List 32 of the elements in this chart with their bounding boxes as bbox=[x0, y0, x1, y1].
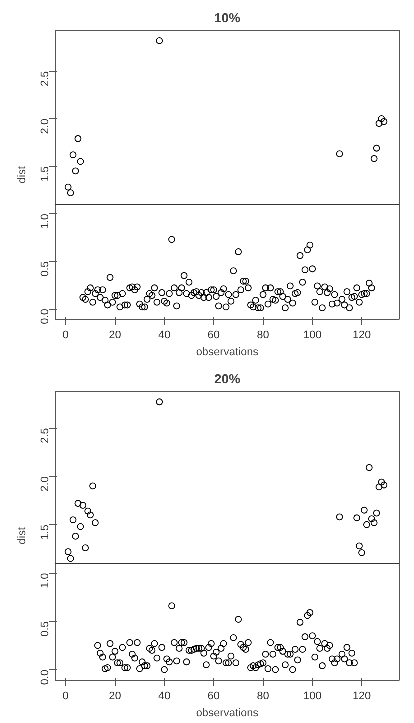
x-tick-label: 20 bbox=[109, 690, 122, 702]
y-tick-label: 0.0 bbox=[40, 309, 52, 324]
x-axis-title: observations bbox=[196, 346, 260, 358]
x-tick-label: 60 bbox=[208, 690, 220, 702]
y-axis-title: dist bbox=[16, 527, 28, 545]
chart-title: 20% bbox=[214, 372, 241, 386]
x-tick-label: 80 bbox=[257, 330, 270, 342]
y-tick-label: 2.0 bbox=[40, 476, 52, 492]
x-tick-label: 0 bbox=[62, 690, 69, 702]
y-tick-label: 2.5 bbox=[40, 71, 52, 87]
y-tick-label: 2.5 bbox=[40, 428, 52, 444]
y-tick-label: 1.5 bbox=[40, 166, 52, 182]
chart-title: 10% bbox=[214, 10, 241, 26]
x-tick-label: 120 bbox=[352, 330, 372, 342]
x-tick-label: 120 bbox=[352, 690, 372, 702]
x-tick-label: 80 bbox=[257, 690, 270, 702]
y-tick-label: 0.5 bbox=[40, 262, 52, 277]
y-tick-label: 1.0 bbox=[40, 573, 52, 589]
x-tick-label: 100 bbox=[303, 690, 322, 702]
x-tick-label: 60 bbox=[208, 330, 220, 342]
y-tick-label: 0.5 bbox=[40, 622, 52, 637]
y-tick-label: 1.0 bbox=[40, 214, 52, 230]
x-tick-label: 20 bbox=[109, 330, 122, 342]
y-tick-label: 0.0 bbox=[40, 670, 52, 686]
x-axis-title: observations bbox=[196, 708, 260, 720]
x-tick-label: 40 bbox=[158, 330, 171, 342]
x-tick-label: 100 bbox=[303, 330, 322, 342]
y-tick-label: 2.0 bbox=[40, 118, 52, 134]
x-tick-label: 40 bbox=[158, 690, 171, 702]
y-axis-title: dist bbox=[16, 166, 28, 184]
y-tick-label: 1.5 bbox=[40, 524, 52, 540]
x-tick-label: 0 bbox=[62, 330, 69, 342]
